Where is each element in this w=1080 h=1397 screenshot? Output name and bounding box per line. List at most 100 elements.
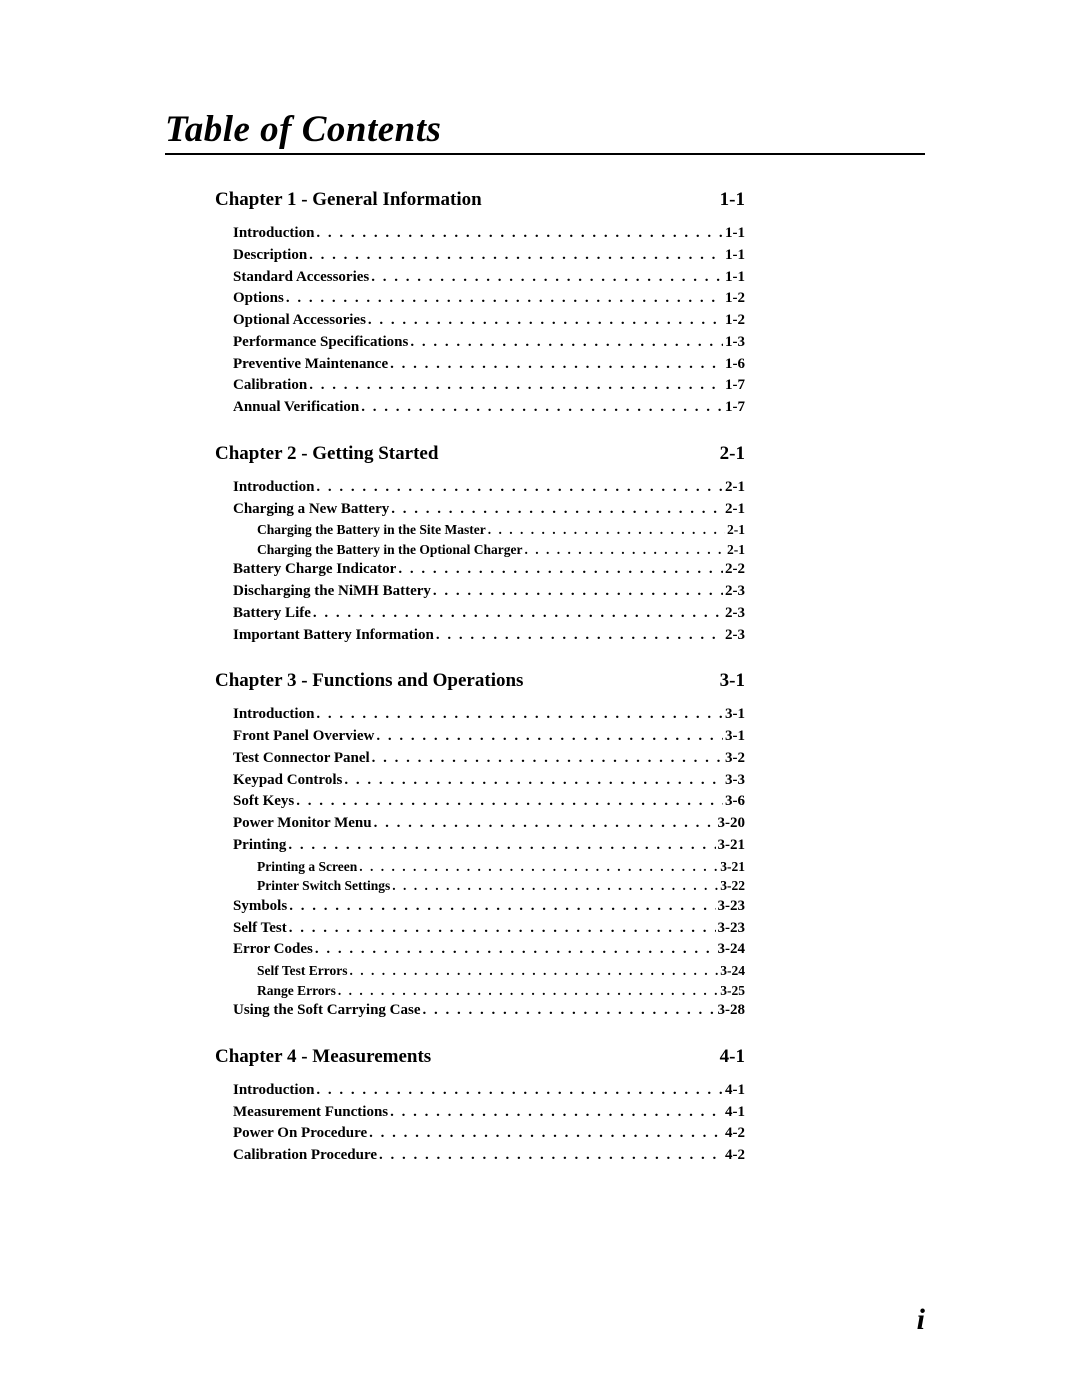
toc-entry: Discharging the NiMH Battery2-3	[233, 581, 745, 603]
toc-leader	[372, 748, 723, 770]
chapter-page: 3-1	[720, 670, 745, 692]
toc-entry: Range Errors3-25	[257, 981, 745, 1001]
toc-entry-text: Charging a New Battery	[233, 499, 389, 521]
toc-entry: Annual Verification1-7	[233, 397, 745, 419]
toc-entry-text: Important Battery Information	[233, 625, 434, 647]
toc-entry-text: Preventive Maintenance	[233, 354, 388, 376]
toc-entry-page: 3-28	[718, 1000, 746, 1022]
toc-entry-page: 4-2	[725, 1123, 745, 1145]
toc-leader	[361, 397, 723, 419]
toc-leader	[309, 375, 723, 397]
toc-entry-page: 2-2	[725, 559, 745, 581]
toc-entry-text: Self Test	[233, 918, 287, 940]
chapter-title: Chapter 3 - Functions and Operations	[215, 670, 523, 692]
toc-entry-text: Battery Life	[233, 603, 311, 625]
toc-entry: Standard Accessories 1-1	[233, 267, 745, 289]
toc-entry: Power On Procedure 4-2	[233, 1123, 745, 1145]
toc-leader	[350, 961, 719, 981]
toc-entry: Error Codes3-24	[233, 939, 745, 961]
toc-entry-text: Introduction	[233, 223, 314, 245]
toc-entry-page: 3-1	[725, 726, 745, 748]
toc-leader	[289, 896, 715, 918]
toc-entry-text: Power On Procedure	[233, 1123, 367, 1145]
toc-entry-page: 3-23	[718, 896, 746, 918]
toc-entry-text: Introduction	[233, 1080, 314, 1102]
toc-leader	[296, 791, 723, 813]
toc-entry-text: Printing a Screen	[257, 857, 357, 877]
toc-leader	[436, 625, 723, 647]
toc-entry-page: 1-1	[725, 245, 745, 267]
toc-entry-page: 3-1	[725, 704, 745, 726]
toc-entry-text: Charging the Battery in the Optional Cha…	[257, 540, 523, 560]
toc-entry-text: Performance Specifications	[233, 332, 408, 354]
toc-entry-page: 2-3	[725, 603, 745, 625]
toc-entry-text: Keypad Controls	[233, 770, 342, 792]
toc-leader	[289, 918, 716, 940]
toc-entry-page: 4-2	[725, 1145, 745, 1167]
toc-entry-page: 3-25	[720, 981, 745, 1001]
toc-leader	[391, 499, 723, 521]
toc-entry-page: 2-3	[725, 625, 745, 647]
toc-entry: Introduction 1-1	[233, 223, 745, 245]
toc-entry-text: Annual Verification	[233, 397, 359, 419]
toc-entry: Printer Switch Settings 3-22	[257, 876, 745, 896]
page-title: Table of Contents	[165, 108, 925, 151]
title-rule: Table of Contents	[165, 108, 925, 155]
toc-entry: Battery Life 2-3	[233, 603, 745, 625]
toc-leader	[338, 981, 718, 1001]
chapter-heading: Chapter 3 - Functions and Operations 3-1	[215, 670, 745, 692]
chapter-heading: Chapter 2 - Getting Started2-1	[215, 443, 745, 465]
toc-entry-page: 1-2	[725, 310, 745, 332]
toc-entry: Test Connector Panel3-2	[233, 748, 745, 770]
toc-leader	[288, 835, 715, 857]
toc-entry-page: 2-1	[725, 499, 745, 521]
toc-entry-page: 3-21	[718, 835, 746, 857]
toc-entry: Calibration1-7	[233, 375, 745, 397]
chapter-page: 1-1	[720, 189, 745, 211]
toc-entry: Introduction 4-1	[233, 1080, 745, 1102]
toc-entry-text: Test Connector Panel	[233, 748, 370, 770]
toc-entry-page: 3-20	[718, 813, 746, 835]
toc-leader	[410, 332, 723, 354]
toc-entry-text: Using the Soft Carrying Case	[233, 1000, 421, 1022]
toc-entry: Keypad Controls3-3	[233, 770, 745, 792]
toc-leader	[379, 1145, 723, 1167]
toc-entry-page: 2-1	[727, 540, 745, 560]
toc-entry-text: Printer Switch Settings	[257, 876, 390, 896]
chapter-heading: Chapter 1 - General Information1-1	[215, 189, 745, 211]
toc-entry-text: Self Test Errors	[257, 961, 348, 981]
toc-entry: Calibration Procedure4-2	[233, 1145, 745, 1167]
toc-entry: Printing3-21	[233, 835, 745, 857]
toc-entry: Self Test Errors 3-24	[257, 961, 745, 981]
toc-entry-page: 4-1	[725, 1080, 745, 1102]
toc-entry-page: 1-1	[725, 223, 745, 245]
chapter-title: Chapter 4 - Measurements	[215, 1046, 431, 1068]
toc-leader	[359, 857, 718, 877]
toc-entry-text: Calibration	[233, 375, 307, 397]
toc-entry: Options1-2	[233, 288, 745, 310]
toc-entry-text: Standard Accessories	[233, 267, 369, 289]
toc-entry-page: 2-3	[725, 581, 745, 603]
toc-leader	[488, 520, 725, 540]
toc-entry: Printing a Screen 3-21	[257, 857, 745, 877]
toc-entry-page: 1-1	[725, 267, 745, 289]
toc-leader	[368, 310, 723, 332]
toc-entry-page: 3-24	[720, 961, 745, 981]
toc-entry-text: Introduction	[233, 477, 314, 499]
toc-leader	[309, 245, 723, 267]
toc-entry-page: 3-23	[718, 918, 746, 940]
toc-leader	[316, 1080, 723, 1102]
toc-entry: Front Panel Overview3-1	[233, 726, 745, 748]
chapter-heading: Chapter 4 - Measurements 4-1	[215, 1046, 745, 1068]
toc-entry-page: 3-21	[720, 857, 745, 877]
chapter-page: 4-1	[720, 1046, 745, 1068]
toc-leader	[376, 726, 723, 748]
toc-entry: Optional Accessories1-2	[233, 310, 745, 332]
toc-entry-page: 3-22	[720, 876, 745, 896]
page-container: Table of Contents Chapter 1 - General In…	[0, 0, 1080, 1397]
toc-entry: Charging a New Battery 2-1	[233, 499, 745, 521]
toc-entry: Preventive Maintenance1-6	[233, 354, 745, 376]
toc-leader	[316, 704, 723, 726]
toc-entry: Introduction2-1	[233, 477, 745, 499]
toc-leader	[423, 1000, 716, 1022]
